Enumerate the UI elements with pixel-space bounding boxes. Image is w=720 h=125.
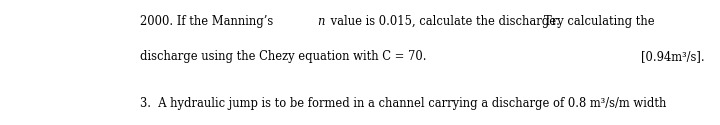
Text: 3.  A hydraulic jump is to be formed in a channel carrying a discharge of 0.8 m³: 3. A hydraulic jump is to be formed in a…	[140, 98, 667, 110]
Text: 2000. If the Manning’s: 2000. If the Manning’s	[140, 15, 277, 28]
Text: Try calculating the: Try calculating the	[544, 15, 654, 28]
Text: [0.94m³/s].: [0.94m³/s].	[641, 50, 704, 63]
Text: value is 0.015, calculate the discharge.: value is 0.015, calculate the discharge.	[327, 15, 559, 28]
Text: discharge using the Chezy equation with C = 70.: discharge using the Chezy equation with …	[140, 50, 427, 63]
Text: n: n	[317, 15, 325, 28]
